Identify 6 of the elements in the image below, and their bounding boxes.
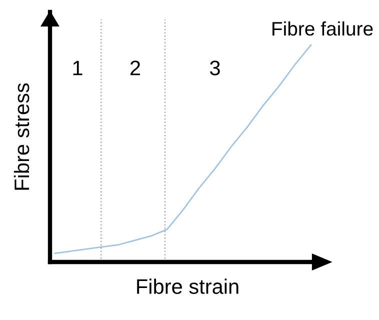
y-axis-title: Fibre stress	[14, 83, 30, 190]
x-axis-title: Fibre strain	[137, 278, 238, 294]
annotation: 3	[210, 60, 220, 76]
annotation: 1	[73, 60, 82, 76]
annotation: 2	[130, 60, 140, 76]
text: Fibre failure	[272, 21, 373, 36]
